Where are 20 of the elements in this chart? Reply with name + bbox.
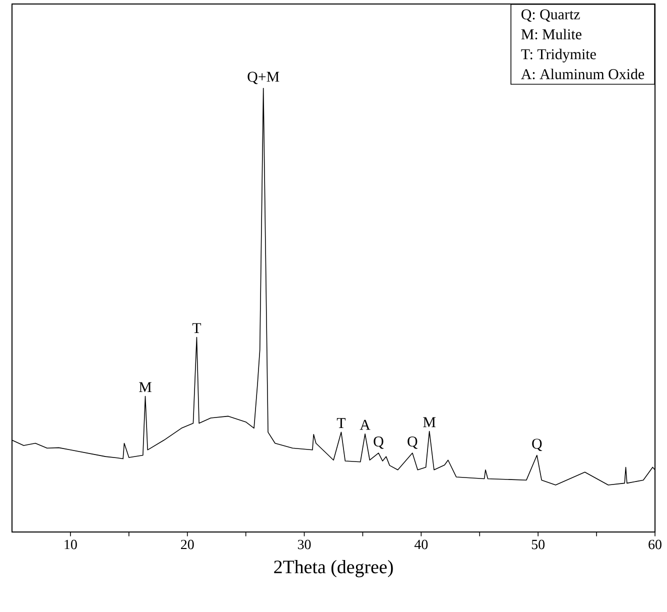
- x-tick-label: 30: [298, 540, 311, 550]
- annotation: Q: [532, 438, 542, 452]
- x-axis-title: 2Theta (degree): [274, 560, 393, 578]
- text: Q: Quartz: [522, 9, 580, 22]
- text: A: Aluminum Oxide: [521, 68, 644, 80]
- x-tick-label: 50: [532, 540, 545, 550]
- annotation: A: [360, 420, 370, 430]
- x-tick-label: 10: [64, 540, 77, 550]
- x-tick-label: 20: [181, 540, 194, 550]
- text: T: Tridymite: [521, 48, 596, 62]
- annotation: Q: [374, 436, 384, 449]
- x-tick-label: 40: [414, 540, 428, 550]
- annotation: T: [336, 418, 346, 428]
- annotation: M: [139, 382, 152, 392]
- annotation: T: [192, 323, 202, 334]
- annotation: M: [423, 417, 436, 428]
- annotation: Q: [408, 436, 418, 449]
- x-tick-label: 60: [648, 540, 662, 550]
- annotation: Q+M: [248, 72, 280, 84]
- text: M: Mulite: [521, 28, 582, 40]
